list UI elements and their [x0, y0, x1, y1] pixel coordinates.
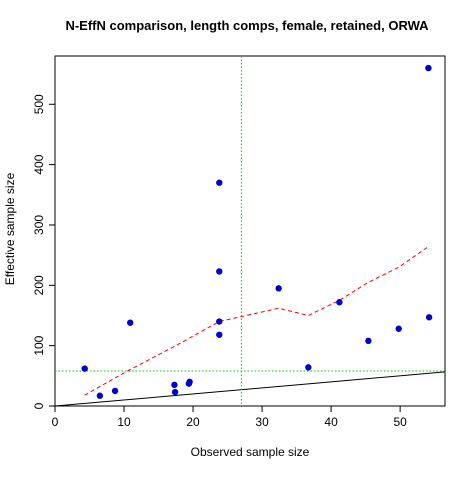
data-point — [336, 299, 343, 306]
y-tick-label: 400 — [32, 154, 46, 174]
x-tick-label: 50 — [393, 415, 407, 429]
data-point — [365, 337, 372, 345]
data-point — [425, 314, 433, 321]
data-point — [305, 364, 312, 371]
y-tick-label: 100 — [32, 335, 46, 355]
chart-lines — [54, 56, 446, 407]
data-point — [171, 381, 178, 389]
x-tick-label: 30 — [255, 415, 269, 429]
y-tick-label: 300 — [32, 215, 46, 235]
data-point — [395, 325, 402, 332]
data-point — [216, 318, 223, 325]
x-axis: 0 10 20 30 40 50 — [52, 406, 407, 429]
y-axis-title: Effective sample size — [3, 172, 17, 285]
data-point — [81, 365, 88, 372]
identity-line — [54, 371, 446, 407]
plot-frame — [54, 55, 446, 407]
data-point — [216, 179, 223, 186]
x-axis-title: Observed sample size — [191, 445, 310, 459]
x-tick-label: 0 — [52, 415, 59, 429]
data-point — [171, 388, 179, 396]
x-tick-label: 10 — [117, 415, 131, 429]
data-point — [216, 331, 223, 338]
data-point — [96, 392, 104, 399]
y-tick-label: 200 — [32, 275, 46, 295]
y-axis: 0 100 200 300 400 500 — [32, 94, 55, 409]
data-point — [186, 378, 193, 386]
data-point — [425, 64, 432, 72]
x-tick-label: 20 — [186, 415, 200, 429]
chart-title: N-EffN comparison, length comps, female,… — [65, 18, 429, 33]
data-point — [127, 319, 134, 326]
data-points — [81, 64, 433, 399]
x-tick-label: 40 — [324, 415, 338, 429]
y-tick-label: 0 — [32, 402, 46, 409]
data-point — [111, 387, 119, 395]
data-point — [216, 268, 223, 275]
trend-line — [84, 245, 430, 396]
data-point — [275, 285, 282, 292]
y-tick-label: 500 — [32, 94, 46, 114]
